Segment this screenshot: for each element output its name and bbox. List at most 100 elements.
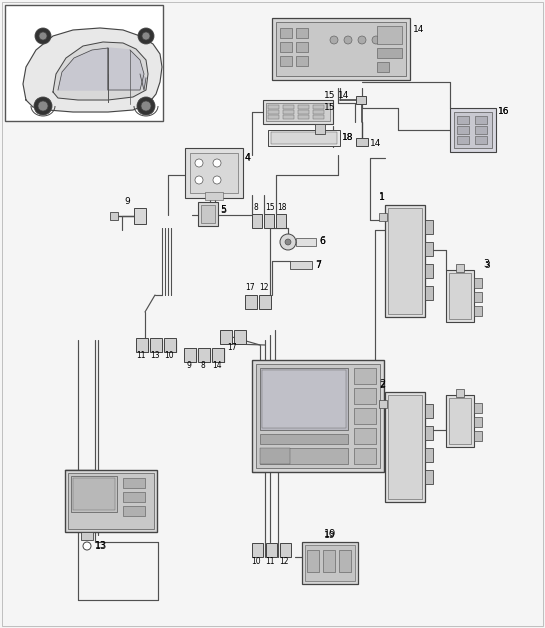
Circle shape — [34, 97, 52, 115]
Bar — [256, 364, 380, 468]
Circle shape — [358, 36, 366, 44]
Text: 17: 17 — [245, 283, 255, 291]
Polygon shape — [140, 74, 146, 90]
Bar — [475, 126, 487, 134]
Bar — [449, 398, 471, 444]
Text: 8: 8 — [253, 203, 258, 212]
Bar — [272, 18, 410, 80]
Bar — [313, 115, 324, 119]
Circle shape — [372, 36, 380, 44]
Bar — [184, 348, 196, 362]
Circle shape — [142, 32, 150, 40]
Bar — [296, 238, 316, 246]
Circle shape — [38, 101, 48, 111]
Text: 19: 19 — [324, 531, 336, 539]
Bar — [377, 26, 402, 44]
Bar — [283, 115, 294, 119]
Text: 13: 13 — [95, 541, 106, 551]
Bar — [446, 395, 474, 447]
Text: 1: 1 — [379, 192, 385, 202]
Bar — [110, 212, 118, 220]
Bar — [425, 264, 433, 278]
Text: 10: 10 — [164, 352, 174, 360]
Text: 5: 5 — [220, 205, 226, 215]
Bar — [457, 116, 469, 124]
Text: 16: 16 — [498, 107, 510, 117]
Bar — [379, 400, 387, 408]
Text: 17: 17 — [227, 344, 237, 352]
Bar — [450, 108, 496, 152]
Text: 14: 14 — [370, 139, 381, 148]
Text: 11: 11 — [265, 556, 275, 565]
Text: 14: 14 — [413, 26, 425, 35]
Bar — [449, 273, 471, 319]
Text: 19: 19 — [324, 529, 336, 539]
Bar — [296, 28, 308, 38]
Bar — [71, 476, 117, 512]
Bar — [259, 295, 271, 309]
Bar — [68, 473, 154, 529]
Text: 6: 6 — [319, 236, 325, 246]
Text: 18: 18 — [342, 134, 354, 143]
Text: 15: 15 — [324, 92, 336, 100]
Bar — [446, 270, 474, 322]
Bar — [474, 403, 482, 413]
Bar — [280, 56, 292, 66]
Bar — [425, 220, 433, 234]
Bar — [323, 550, 335, 572]
Bar — [136, 338, 148, 352]
Text: 8: 8 — [201, 362, 205, 371]
Polygon shape — [23, 28, 162, 112]
Bar — [298, 105, 309, 109]
Circle shape — [213, 176, 221, 184]
Bar — [377, 62, 389, 72]
Polygon shape — [53, 42, 148, 100]
Bar — [268, 110, 279, 114]
Circle shape — [35, 28, 51, 44]
Polygon shape — [108, 48, 144, 90]
Bar — [198, 348, 210, 362]
Bar — [456, 389, 464, 397]
Bar — [305, 545, 355, 581]
Bar — [260, 434, 348, 444]
Text: 13: 13 — [95, 541, 107, 551]
Bar — [425, 286, 433, 300]
Bar — [266, 543, 277, 557]
Circle shape — [138, 28, 154, 44]
Bar — [474, 417, 482, 427]
Bar — [252, 543, 263, 557]
Bar — [5, 5, 163, 121]
Bar — [134, 208, 146, 224]
Bar — [457, 126, 469, 134]
Text: 7: 7 — [315, 260, 321, 270]
Bar — [150, 338, 162, 352]
Bar — [123, 492, 145, 502]
Bar — [296, 42, 308, 52]
Bar — [354, 388, 376, 404]
Text: 11: 11 — [136, 352, 146, 360]
Text: 9: 9 — [186, 362, 191, 371]
Bar — [425, 470, 433, 484]
Bar — [264, 214, 274, 228]
Bar — [280, 42, 292, 52]
Bar — [385, 392, 425, 502]
Text: 12: 12 — [259, 283, 269, 291]
Text: 3: 3 — [484, 261, 490, 269]
Bar — [354, 428, 376, 444]
Bar — [457, 136, 469, 144]
Bar — [385, 205, 425, 317]
Bar — [280, 543, 291, 557]
Bar — [354, 408, 376, 424]
Bar — [190, 153, 238, 193]
Bar — [280, 28, 292, 38]
Text: 14: 14 — [212, 362, 222, 371]
Text: 1: 1 — [379, 193, 385, 202]
Bar — [377, 48, 402, 58]
Bar — [260, 368, 348, 430]
Circle shape — [83, 542, 91, 550]
Text: 3: 3 — [483, 259, 489, 269]
Circle shape — [285, 239, 291, 245]
Text: 2: 2 — [379, 379, 385, 389]
Bar — [354, 448, 376, 464]
Bar — [454, 112, 492, 148]
